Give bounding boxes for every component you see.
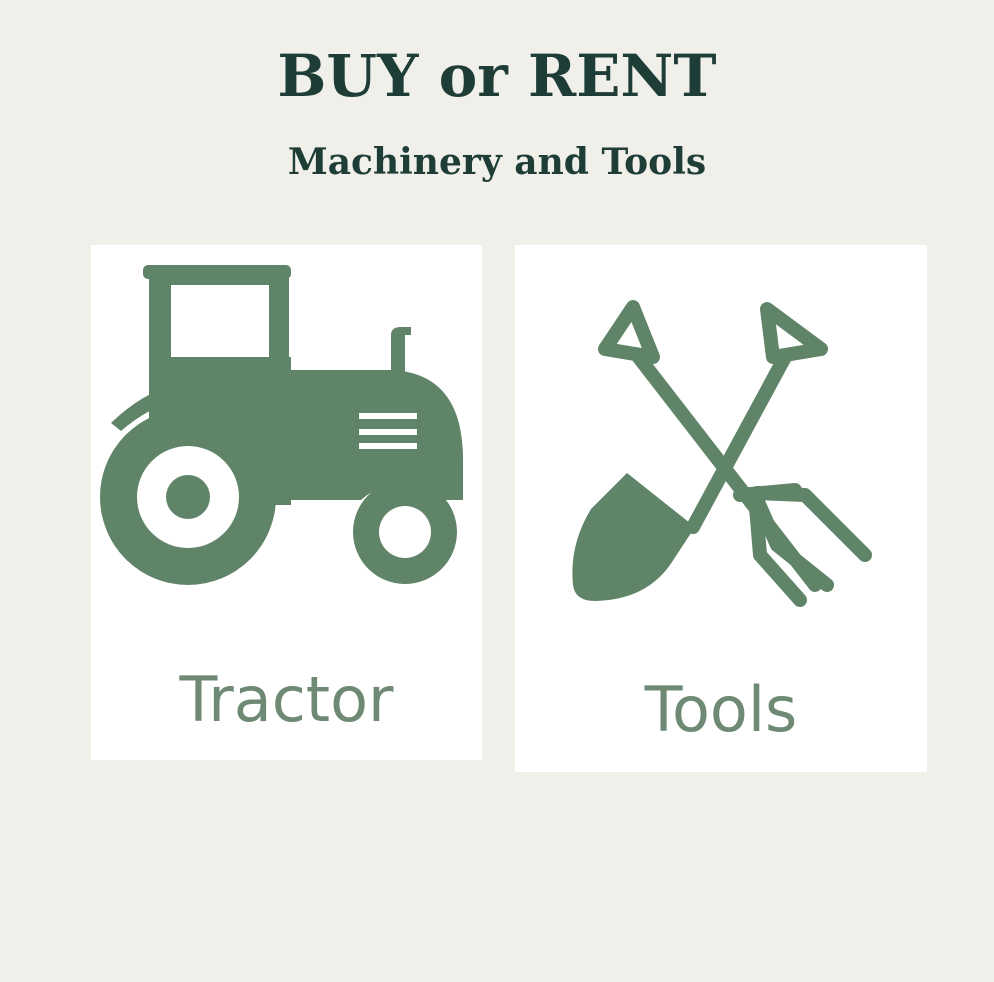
page-title: BUY or RENT <box>277 42 717 110</box>
tractor-label: Tractor <box>179 663 394 736</box>
tractor-icon <box>100 265 463 585</box>
tools-card[interactable]: Tools <box>515 245 927 772</box>
shovel-pitchfork-icon <box>572 300 872 607</box>
tractor-card[interactable]: Tractor <box>91 245 482 760</box>
page-subtitle: Machinery and Tools <box>287 141 707 183</box>
tools-label: Tools <box>644 673 798 746</box>
